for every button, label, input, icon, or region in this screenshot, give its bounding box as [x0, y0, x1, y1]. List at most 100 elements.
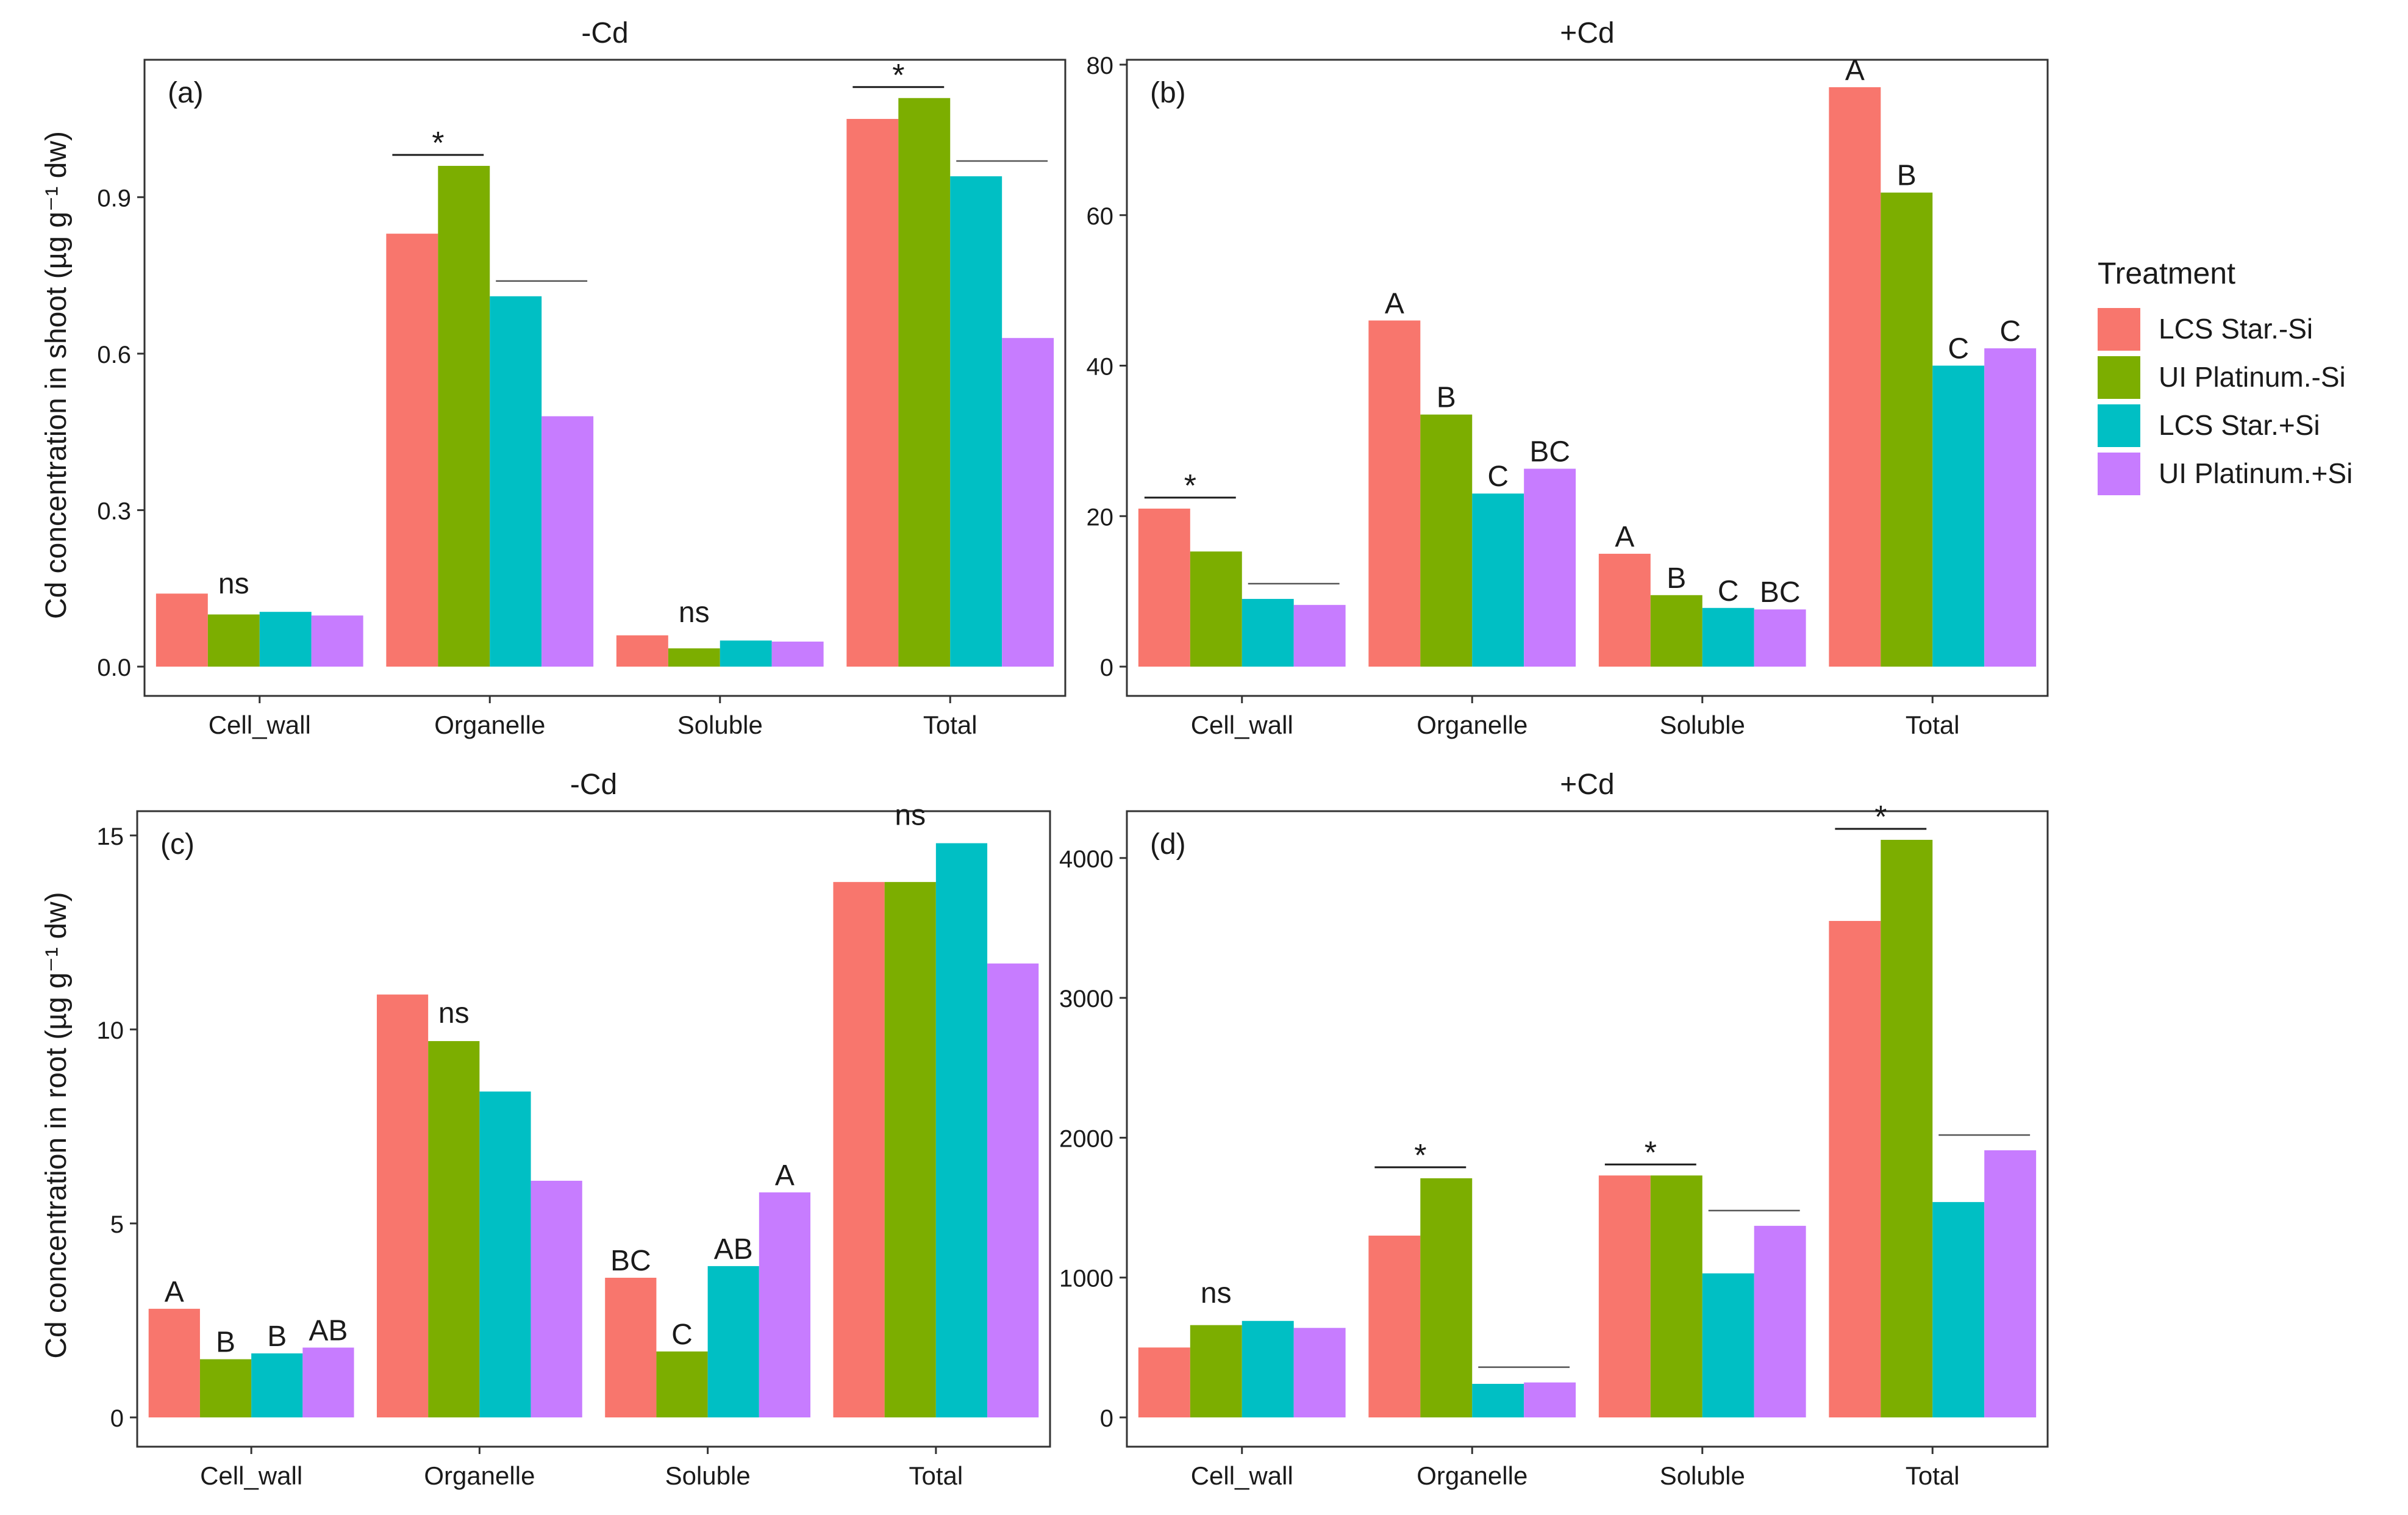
bar-c-1-3 [531, 1180, 582, 1417]
bar-b-2-2 [1702, 607, 1754, 667]
group-letter: C [1718, 575, 1739, 607]
bar-b-3-0 [1829, 87, 1881, 667]
group-letter: BC [1529, 436, 1570, 468]
panel-frame [143, 59, 1066, 697]
x-tick-label: Organelle [1417, 711, 1527, 739]
panel-label: (a) [168, 77, 204, 109]
bar-c-0-1 [199, 1359, 252, 1417]
panel-title: -Cd [570, 768, 617, 801]
bar-a-3-3 [1002, 338, 1054, 667]
x-tick-label: Total [909, 1461, 963, 1490]
bar-c-3-1 [884, 882, 936, 1417]
panel-frame [1126, 59, 2049, 697]
x-tick-label: Soluble [665, 1461, 751, 1490]
bar-d-3-2 [1932, 1202, 1985, 1417]
bar-a-2-2 [720, 640, 772, 667]
bar-a-0-3 [311, 615, 363, 667]
group-letter: A [165, 1276, 184, 1308]
group-letter: C [1487, 460, 1509, 493]
bar-d-1-3 [1524, 1382, 1576, 1417]
group-letter: B [216, 1327, 235, 1359]
significance-label: * [1874, 800, 1887, 835]
bar-b-2-1 [1650, 595, 1702, 667]
significance-label: ns [895, 800, 926, 832]
bar-b-1-0 [1368, 320, 1421, 667]
significance-label: * [1645, 1135, 1657, 1170]
y-tick-label: 0.9 [97, 185, 131, 212]
y-tick-label: 5 [110, 1211, 124, 1238]
y-tick-label: 20 [1087, 504, 1114, 531]
bar-b-0-2 [1242, 598, 1294, 667]
x-tick-label: Organelle [434, 711, 545, 739]
legend-entry-label: UI Platinum.+Si [2159, 457, 2353, 489]
group-letter: C [671, 1319, 693, 1351]
bar-a-1-3 [541, 416, 594, 667]
bar-c-1-2 [479, 1091, 531, 1417]
panel-label: (c) [160, 828, 195, 861]
y-tick-label: 0 [110, 1405, 124, 1432]
bar-a-0-1 [207, 614, 260, 667]
x-tick-label: Total [1906, 1461, 1960, 1490]
y-axis-labels: Cd concentration in shoot (µg g⁻¹ dw) Cd… [40, 131, 73, 1359]
panel-title: -Cd [581, 17, 628, 49]
panel-frame [136, 810, 1051, 1448]
bar-d-0-0 [1138, 1347, 1190, 1417]
bar-d-3-3 [1984, 1150, 2037, 1417]
x-tick-label: Cell_wall [200, 1461, 302, 1490]
bar-c-2-2 [707, 1266, 759, 1417]
y-tick-label: 80 [1087, 52, 1114, 79]
bar-d-2-0 [1598, 1175, 1651, 1417]
bar-a-2-3 [771, 641, 824, 667]
y-tick-label: 4000 [1059, 846, 1113, 873]
y-label-shoot: Cd concentration in shoot (µg g⁻¹ dw) [40, 131, 73, 619]
significance-label: ns [1201, 1277, 1232, 1309]
group-letter: BC [610, 1245, 651, 1277]
legend-swatch [2098, 404, 2140, 447]
bar-d-3-1 [1881, 839, 1933, 1417]
bar-c-1-1 [428, 1040, 480, 1417]
group-letter: B [267, 1320, 287, 1353]
bar-d-2-2 [1702, 1273, 1754, 1417]
legend-swatch [2098, 356, 2140, 399]
bar-c-2-3 [759, 1192, 811, 1417]
panel-label: (b) [1150, 77, 1186, 109]
x-tick-label: Total [1906, 711, 1960, 739]
bar-c-0-3 [302, 1347, 354, 1417]
y-tick-label: 1000 [1059, 1266, 1113, 1292]
significance-label: ns [679, 596, 710, 629]
panels: -Cd (a) 0.0 0.3 0.6 0.9 Cell_wall Organelle Solu… [97, 17, 2049, 1490]
bar-d-2-3 [1754, 1225, 1806, 1417]
group-letter: A [1615, 521, 1634, 553]
bar-b-1-1 [1420, 414, 1473, 667]
y-tick-label: 0 [1100, 654, 1113, 681]
bar-a-2-0 [616, 635, 668, 667]
bar-b-3-3 [1984, 348, 2037, 667]
significance-label: * [1184, 468, 1196, 504]
panel-label: (d) [1150, 828, 1186, 861]
bar-b-3-1 [1881, 192, 1933, 667]
y-tick-label: 40 [1087, 354, 1114, 381]
bar-b-1-3 [1524, 468, 1576, 667]
bar-d-0-1 [1190, 1325, 1242, 1417]
y-tick-label: 10 [97, 1017, 124, 1044]
legend-entry-label: LCS Star.-Si [2159, 313, 2313, 345]
group-letter: A [1845, 54, 1865, 87]
panel-title: +Cd [1560, 17, 1614, 49]
bar-a-0-0 [155, 593, 208, 667]
panel-b: +Cd (b) 0 20 40 60 80 Cell_wall Organelle Soluble… [1087, 17, 2049, 739]
legend-swatch [2098, 453, 2140, 495]
x-tick-label: Soluble [1660, 711, 1745, 739]
bar-c-0-0 [148, 1308, 200, 1417]
panel-title: +Cd [1560, 768, 1614, 801]
bar-c-1-0 [376, 994, 429, 1417]
bar-a-2-1 [668, 648, 720, 667]
x-tick-label: Organelle [1417, 1461, 1527, 1490]
bar-d-2-1 [1650, 1175, 1702, 1417]
bar-c-3-0 [833, 882, 885, 1417]
bar-a-1-0 [386, 234, 438, 667]
x-tick-label: Organelle [424, 1461, 535, 1490]
bar-b-3-2 [1932, 365, 1985, 667]
bar-a-1-2 [490, 296, 542, 667]
significance-label: ns [438, 997, 470, 1030]
